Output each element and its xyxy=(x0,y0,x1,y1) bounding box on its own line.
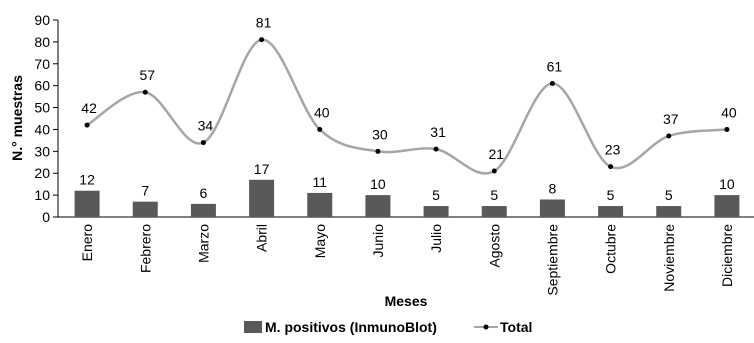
y-tick-label: 30 xyxy=(34,143,50,159)
x-category-label: Diciembre xyxy=(719,224,735,287)
total-value-label: 21 xyxy=(488,146,504,162)
bar-value-label: 7 xyxy=(141,183,149,199)
y-axis-title: N.° muestras xyxy=(9,75,25,161)
y-tick-label: 50 xyxy=(34,100,50,116)
bar xyxy=(307,192,333,217)
total-value-label: 61 xyxy=(547,58,563,74)
x-category-label: Mayo xyxy=(312,224,328,258)
bar xyxy=(656,206,682,217)
bar xyxy=(714,195,740,217)
total-point xyxy=(375,148,381,154)
x-category-label: Marzo xyxy=(195,224,211,263)
total-point xyxy=(200,140,206,146)
total-point xyxy=(549,80,555,86)
bar xyxy=(423,206,449,217)
bar-value-label: 10 xyxy=(719,176,735,192)
total-value-label: 42 xyxy=(81,100,97,116)
bar xyxy=(190,203,216,217)
total-value-label: 81 xyxy=(256,15,272,31)
bar-value-label: 6 xyxy=(200,185,208,201)
bar-value-label: 11 xyxy=(312,174,327,190)
bar-value-label: 8 xyxy=(549,180,557,196)
y-tick-label: 70 xyxy=(34,56,50,72)
total-value-label: 31 xyxy=(430,124,446,140)
bar-value-label: 17 xyxy=(254,161,270,177)
bar xyxy=(598,206,624,217)
total-point xyxy=(608,164,614,170)
total-point xyxy=(724,126,730,132)
total-value-label: 37 xyxy=(663,111,679,127)
total-line xyxy=(86,38,728,175)
bar xyxy=(539,199,565,217)
x-category-label: Febrero xyxy=(137,224,153,273)
legend: M. positivos (InmunoBlot) Total xyxy=(244,319,532,335)
total-point xyxy=(142,89,148,95)
total-value-label: 23 xyxy=(605,142,621,158)
bar xyxy=(74,190,100,217)
legend-bar-swatch xyxy=(244,321,262,333)
total-value-label: 40 xyxy=(314,104,330,120)
total-point xyxy=(491,168,497,174)
legend-line-label: Total xyxy=(500,319,532,335)
x-category-label: Enero xyxy=(79,224,95,262)
bar xyxy=(249,179,275,217)
total-point xyxy=(433,146,439,152)
bar-value-label: 5 xyxy=(432,187,440,203)
y-tick-label: 90 xyxy=(34,12,50,28)
y-tick-label: 20 xyxy=(34,165,50,181)
bar xyxy=(365,195,391,217)
y-tick-label: 10 xyxy=(34,187,50,203)
total-point xyxy=(317,126,323,132)
y-tick-label: 80 xyxy=(34,34,50,50)
bar-value-label: 5 xyxy=(490,187,498,203)
total-point xyxy=(666,133,672,139)
y-tick-label: 0 xyxy=(42,209,50,225)
total-point xyxy=(84,122,90,128)
total-point xyxy=(259,37,265,43)
bar-value-label: 12 xyxy=(79,172,95,188)
x-category-label: Abril xyxy=(254,224,270,252)
total-value-label: 40 xyxy=(721,104,737,120)
bar xyxy=(132,201,158,217)
legend-line-marker xyxy=(483,324,489,330)
x-category-label: Septiembre xyxy=(544,224,560,296)
total-value-label: 30 xyxy=(372,126,388,142)
x-category-label: Noviembre xyxy=(661,224,677,292)
bar xyxy=(481,206,507,217)
bar-value-label: 5 xyxy=(607,187,615,203)
y-tick-label: 60 xyxy=(34,78,50,94)
y-tick-label: 40 xyxy=(34,121,50,137)
bar-value-label: 5 xyxy=(665,187,673,203)
total-value-label: 34 xyxy=(198,118,214,134)
x-category-label: Octubre xyxy=(603,224,619,274)
x-category-label: Julio xyxy=(428,224,444,253)
bar-value-label: 10 xyxy=(370,176,386,192)
x-category-label: Agosto xyxy=(486,224,502,268)
legend-bar-label: M. positivos (InmunoBlot) xyxy=(265,319,437,335)
x-axis-title: Meses xyxy=(385,293,428,309)
total-value-label: 57 xyxy=(139,67,155,83)
x-category-label: Junio xyxy=(370,224,386,258)
